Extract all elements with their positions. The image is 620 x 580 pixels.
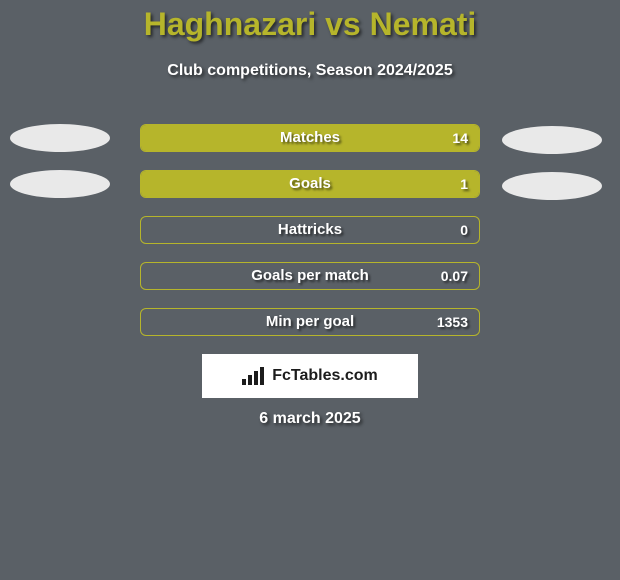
stat-value-right: 0 <box>460 216 468 244</box>
stat-row: Hattricks0 <box>0 216 620 246</box>
stat-value-right: 1 <box>460 170 468 198</box>
stat-value-right: 1353 <box>437 308 468 336</box>
brand-card: FcTables.com <box>202 354 418 398</box>
left-oval-icon <box>10 170 110 198</box>
stat-label: Matches <box>140 124 480 152</box>
subtitle: Club competitions, Season 2024/2025 <box>0 62 620 80</box>
stat-value-right: 0.07 <box>441 262 468 290</box>
left-oval-icon <box>10 124 110 152</box>
title: Haghnazari vs Nemati <box>0 6 620 43</box>
stat-label: Hattricks <box>140 216 480 244</box>
stat-row: Min per goal1353 <box>0 308 620 338</box>
infographic-container: Haghnazari vs Nemati Club competitions, … <box>0 0 620 580</box>
bar-chart-icon <box>242 367 268 385</box>
right-oval-icon <box>502 126 602 154</box>
stat-label: Goals per match <box>140 262 480 290</box>
date-text: 6 march 2025 <box>0 410 620 428</box>
stat-label: Min per goal <box>140 308 480 336</box>
stat-value-right: 14 <box>452 124 468 152</box>
stat-row: Goals per match0.07 <box>0 262 620 292</box>
stat-row: Matches14 <box>0 124 620 154</box>
stat-row: Goals1 <box>0 170 620 200</box>
right-oval-icon <box>502 172 602 200</box>
stats-rows: Matches14 Goals1 Hattricks0 Goals per match… <box>0 124 620 354</box>
brand-text: FcTables.com <box>272 367 378 385</box>
stat-label: Goals <box>140 170 480 198</box>
